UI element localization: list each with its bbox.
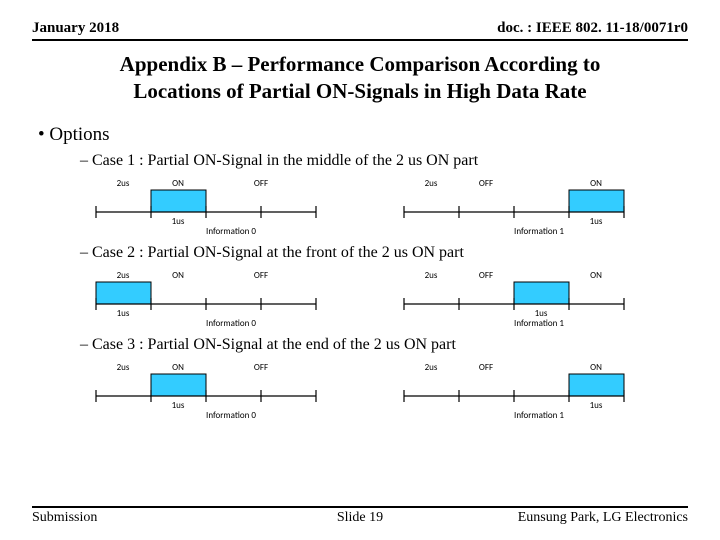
- svg-text:Information 0: Information 0: [206, 318, 256, 329]
- svg-text:ON: ON: [590, 270, 602, 281]
- svg-text:2us: 2us: [117, 362, 130, 373]
- svg-text:ON: ON: [590, 178, 602, 189]
- svg-text:Information 0: Information 0: [206, 410, 256, 421]
- options-heading: • Options: [38, 124, 688, 146]
- case1-panel-right: 2us OFF ON 1us Information 1: [384, 174, 644, 238]
- svg-text:Information 1: Information 1: [514, 226, 564, 237]
- header: January 2018 doc. : IEEE 802. 11-18/0071…: [32, 20, 688, 41]
- svg-text:OFF: OFF: [479, 362, 493, 373]
- case2-diagram: 2us ON OFF 1us Information 0 2us OFF ON 1us Info…: [32, 266, 688, 330]
- svg-text:OFF: OFF: [254, 362, 268, 373]
- svg-text:1us: 1us: [590, 216, 603, 227]
- svg-text:2us: 2us: [425, 362, 438, 373]
- case3-label: – Case 3 : Partial ON-Signal at the end …: [80, 336, 688, 354]
- case3-panel-left: 2us ON OFF 1us Information 0: [76, 358, 336, 422]
- footer-center: Slide 19: [337, 510, 383, 526]
- case1-label: – Case 1 : Partial ON-Signal in the midd…: [80, 152, 688, 170]
- svg-text:ON: ON: [172, 362, 184, 373]
- title-line1: Appendix B – Performance Comparison Acco…: [72, 51, 648, 78]
- svg-text:2us: 2us: [425, 178, 438, 189]
- svg-text:Information 1: Information 1: [514, 410, 564, 421]
- case3-diagram: 2us ON OFF 1us Information 0 2us OFF ON 1us Info…: [32, 358, 688, 422]
- page-title: Appendix B – Performance Comparison Acco…: [72, 51, 648, 106]
- case2-panel-right: 2usOFFON1usInformation 1: [384, 266, 644, 330]
- svg-text:1us: 1us: [590, 400, 603, 411]
- svg-text:1us: 1us: [172, 216, 185, 227]
- svg-text:1us: 1us: [172, 400, 185, 411]
- case1-diagram: 2us ON OFF 1us Information 0 2us OFF ON 1us Info…: [32, 174, 688, 238]
- header-date: January 2018: [32, 20, 119, 37]
- svg-text:OFF: OFF: [254, 178, 268, 189]
- footer-left: Submission: [32, 510, 97, 526]
- svg-text:OFF: OFF: [479, 178, 493, 189]
- svg-text:OFF: OFF: [254, 270, 268, 281]
- header-doc: doc. : IEEE 802. 11-18/0071r0: [497, 20, 688, 37]
- case2-label: – Case 2 : Partial ON-Signal at the fron…: [80, 244, 688, 262]
- footer: Submission Slide 19 Eunsung Park, LG Ele…: [32, 506, 688, 526]
- svg-text:ON: ON: [172, 178, 184, 189]
- case2-panel-left: 2us ON OFF 1us Information 0: [76, 266, 336, 330]
- svg-text:2us: 2us: [425, 270, 438, 281]
- svg-text:OFF: OFF: [479, 270, 493, 281]
- svg-text:2us: 2us: [117, 178, 130, 189]
- svg-text:Information 0: Information 0: [206, 226, 256, 237]
- svg-text:2us: 2us: [117, 270, 130, 281]
- svg-text:ON: ON: [172, 270, 184, 281]
- title-line2: Locations of Partial ON-Signals in High …: [72, 78, 648, 105]
- svg-text:ON: ON: [590, 362, 602, 373]
- case1-panel-left: 2us ON OFF 1us Information 0: [76, 174, 336, 238]
- footer-right: Eunsung Park, LG Electronics: [518, 510, 688, 526]
- svg-text:Information 1: Information 1: [514, 318, 564, 329]
- svg-text:1us: 1us: [117, 308, 130, 319]
- case3-panel-right: 2us OFF ON 1us Information 1: [384, 358, 644, 422]
